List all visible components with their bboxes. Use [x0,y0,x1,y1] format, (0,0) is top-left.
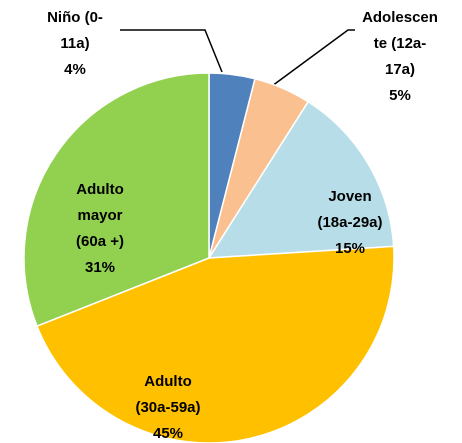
slice-label: Adulto [76,181,123,198]
value-label: 5% [389,87,411,104]
leader-line [120,29,223,73]
pie-slice [23,72,210,328]
slice-label: mayor [77,207,122,224]
value-label: 45% [153,425,183,442]
pie-slice [36,245,395,443]
slice-label: (30a-59a) [135,399,200,416]
slice-label: (60a +) [76,233,124,250]
value-label: 31% [85,259,115,276]
slice-label: Adolescen [362,9,438,26]
slice-label: Adulto [144,373,191,390]
slice-label: Niño (0- [47,9,103,26]
slice-label: te (12a- [374,35,427,52]
value-label: 4% [64,61,86,78]
slice-label: (18a-29a) [317,214,382,231]
slice-label: 17a) [385,61,415,78]
leader-line [271,29,355,87]
pie-slice [207,100,395,259]
value-label: 15% [335,240,365,257]
slice-label: 11a) [60,35,89,52]
slice-label: Joven [328,188,371,205]
